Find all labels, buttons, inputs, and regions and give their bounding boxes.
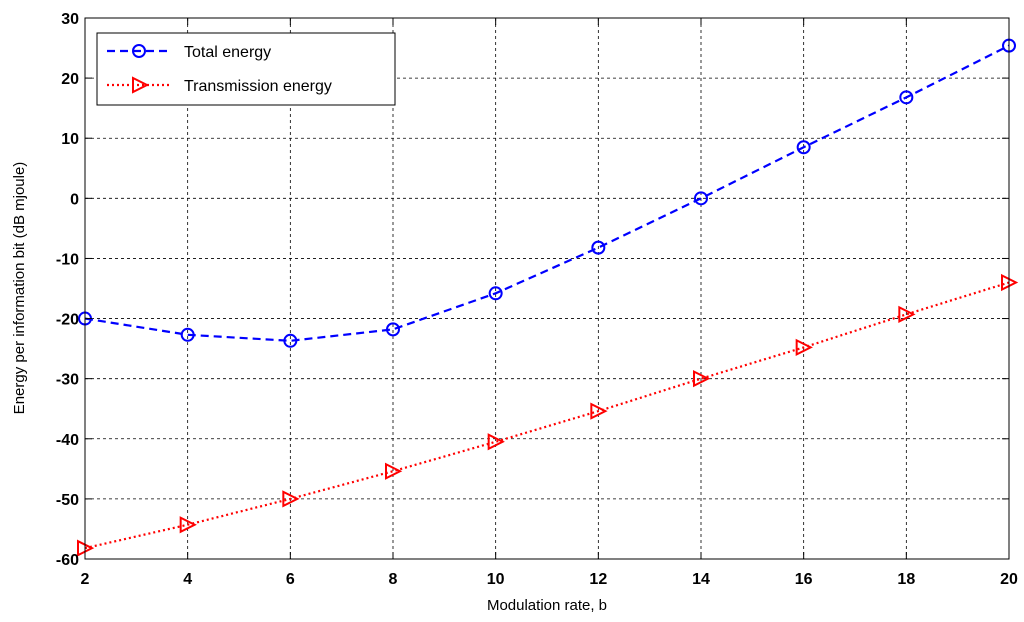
series-line-total-energy xyxy=(84,44,1010,342)
y-tick-label: -60 xyxy=(56,552,79,569)
x-axis-label: Modulation rate, b xyxy=(487,597,607,614)
data-point-transmission-energy xyxy=(385,462,403,480)
data-point-total-energy xyxy=(386,322,400,337)
y-tick-label: -40 xyxy=(56,432,79,449)
series-line-transmission-energy xyxy=(84,281,1010,550)
y-tick-label: 30 xyxy=(61,11,79,28)
x-tick-label: 4 xyxy=(183,571,192,588)
legend-marker-transmission-energy xyxy=(132,76,150,94)
data-point-transmission-energy xyxy=(898,305,916,323)
legend-label-total-energy: Total energy xyxy=(184,44,271,61)
data-point-total-energy xyxy=(694,191,708,206)
data-point-transmission-energy xyxy=(693,370,711,388)
data-point-total-energy xyxy=(180,327,195,342)
data-point-transmission-energy xyxy=(795,338,813,357)
plot-area xyxy=(85,18,1009,559)
data-point-transmission-energy xyxy=(487,433,505,451)
y-tick-label: -20 xyxy=(56,312,79,329)
data-point-total-energy xyxy=(591,240,606,255)
x-tick-label: 2 xyxy=(81,571,90,588)
y-tick-label: 20 xyxy=(61,71,79,88)
data-point-total-energy xyxy=(488,286,503,301)
x-tick-label: 14 xyxy=(692,571,710,588)
x-tick-label: 16 xyxy=(795,571,813,588)
y-tick-label: -10 xyxy=(56,251,79,268)
x-tick-label: 12 xyxy=(589,571,607,588)
y-tick-label: -50 xyxy=(56,492,79,509)
y-tick-label: 0 xyxy=(70,191,79,208)
x-tick-label: 20 xyxy=(1000,571,1018,588)
y-axis-label: Energy per information bit (dB mjoule) xyxy=(11,162,28,415)
data-point-total-energy xyxy=(796,140,811,155)
x-tick-label: 6 xyxy=(286,571,295,588)
data-point-total-energy xyxy=(283,333,298,348)
legend-marker-total-energy xyxy=(132,44,146,58)
legend: Total energy Transmission energy xyxy=(96,32,396,106)
series-layer xyxy=(77,38,1019,557)
data-point-transmission-energy xyxy=(282,490,300,508)
x-tick-label: 18 xyxy=(897,571,915,588)
legend-box xyxy=(96,32,396,106)
data-point-transmission-energy xyxy=(179,516,197,534)
y-tick-label: 10 xyxy=(61,131,79,148)
data-point-transmission-energy xyxy=(590,402,608,420)
ticks: 2 4 6 8 10 12 14 16 18 20 30 20 10 0 -10 -20 -30 -40 -50 -6… xyxy=(56,11,1018,588)
y-tick-label: -30 xyxy=(56,372,79,389)
x-tick-label: 10 xyxy=(487,571,505,588)
data-point-total-energy xyxy=(899,90,914,105)
legend-label-transmission-energy: Transmission energy xyxy=(184,78,332,95)
plot-frame xyxy=(84,17,1010,560)
x-tick-label: 8 xyxy=(389,571,398,588)
